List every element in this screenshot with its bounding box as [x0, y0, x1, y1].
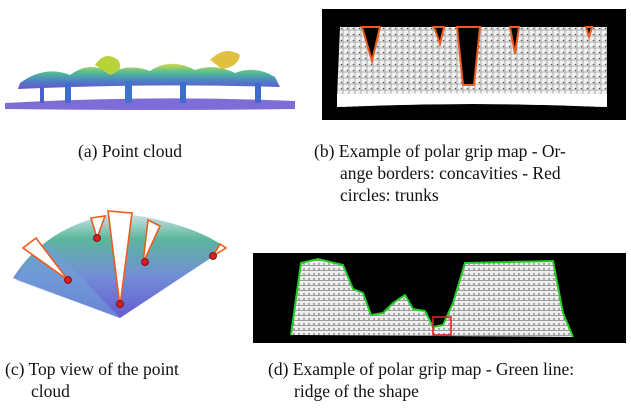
polar-grip-map-ridge: [253, 253, 626, 343]
trunk-marker-2: [93, 234, 101, 242]
panel-a-point-cloud-image: [0, 45, 300, 120]
polar-grip-map-concavities: [322, 9, 626, 120]
caption-b-label: (b): [314, 141, 335, 161]
ridge-line: [290, 257, 574, 338]
concavity-5: [584, 26, 594, 41]
caption-d-line-2: ridge of the shape: [294, 381, 419, 401]
caption-d-line-1: Example of polar grip map - Green line:: [292, 359, 575, 379]
trunk-marker-5: [209, 252, 217, 260]
caption-c: (c) Top view of the point cloud: [5, 358, 265, 402]
concavity-4: [508, 26, 521, 55]
point-cloud-side-view: [5, 51, 295, 110]
trunk-marker-1: [116, 300, 124, 308]
concavity-3: [455, 26, 482, 86]
trunk-marker-4: [141, 258, 149, 266]
caption-c-label: (c): [5, 359, 25, 379]
caption-a-label: (a): [78, 141, 98, 161]
point-cloud-top-view: [13, 210, 228, 318]
trunk-marker-3: [64, 276, 72, 284]
panel-c-top-view: [8, 208, 233, 323]
caption-a: (a) Point cloud: [78, 140, 182, 162]
panel-b-polar-grip-map: [322, 9, 626, 120]
caption-c-line-1: Top view of the point: [28, 359, 179, 379]
caption-a-text: Point cloud: [101, 141, 183, 161]
caption-b-line-2: ange borders: concavities - Red: [340, 163, 561, 183]
caption-b-line-3: circles: trunks: [340, 185, 439, 205]
caption-d-label: (d): [268, 359, 289, 379]
caption-b: (b) Example of polar grip map - Or- ange…: [314, 140, 630, 206]
caption-b-line-1: Example of polar grip map - Or-: [338, 141, 566, 161]
trunk-box: [432, 316, 452, 336]
concavity-2: [432, 26, 446, 48]
concavity-1: [360, 26, 382, 65]
caption-c-line-2: cloud: [31, 381, 70, 401]
panel-d-polar-grip-map: [253, 253, 626, 343]
caption-d: (d) Example of polar grip map - Green li…: [268, 358, 631, 402]
